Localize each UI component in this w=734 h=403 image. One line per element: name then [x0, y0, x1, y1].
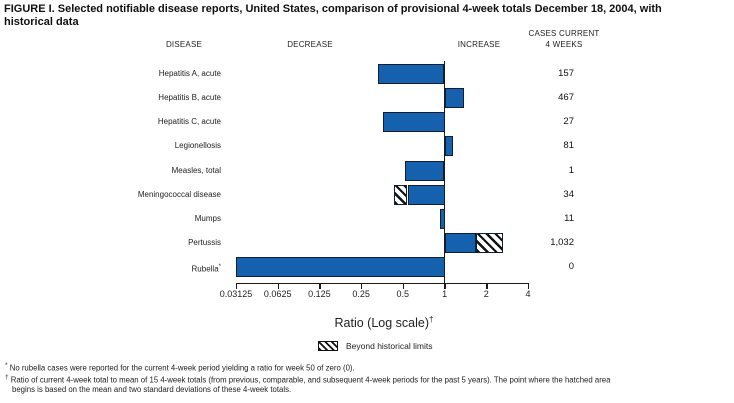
x-axis-line — [236, 283, 529, 285]
axis-tick — [361, 283, 363, 289]
footnote-ratio-continuation: begins is based on the mean and two stan… — [12, 385, 292, 395]
figure-title-line1: FIGURE I. Selected notifiable disease re… — [4, 3, 662, 15]
axis-tick-label: 0.0625 — [263, 289, 292, 299]
disease-label-text: Rubella — [191, 265, 219, 275]
axis-tick — [528, 283, 530, 289]
axis-tick-label: 0.125 — [308, 289, 331, 299]
dagger-mark: † — [5, 374, 9, 382]
axis-tick-label: 4 — [525, 289, 531, 299]
figure-title: FIGURE I. Selected notifiable disease re… — [4, 3, 730, 29]
axis-tick-label: 0.25 — [352, 289, 370, 299]
disease-label-text: Hepatitis C, acute — [157, 117, 221, 127]
disease-label-text: Measles, total — [171, 165, 221, 175]
column-header-cases-line1: CASES CURRENT — [528, 29, 600, 38]
footnote-ratio: † Ratio of current 4-week total to mean … — [5, 373, 732, 385]
ratio-bar — [444, 88, 465, 108]
ratio-bar — [440, 209, 445, 229]
cases-value: 34 — [563, 188, 574, 200]
axis-tick — [444, 283, 446, 289]
reference-line-ratio-1 — [444, 61, 446, 289]
cases-value: 81 — [563, 140, 574, 152]
disease-label: Rubella* — [0, 257, 221, 277]
ratio-bar — [407, 184, 445, 205]
legend-label: Beyond historical limits — [346, 341, 433, 351]
cases-value: 1 — [568, 164, 574, 176]
column-header-cases-line2: 4 WEEKS — [545, 40, 583, 49]
ratio-bar — [236, 257, 445, 278]
ratio-bar — [405, 160, 445, 181]
footnote-rubella: * No rubella cases were reported for the… — [5, 361, 732, 373]
disease-label-text: Hepatitis A, acute — [158, 68, 221, 78]
axis-tick — [236, 283, 238, 289]
footnote-rubella-text: No rubella cases were reported for the c… — [9, 363, 355, 373]
disease-label-text: Hepatitis B, acute — [158, 93, 221, 102]
axis-tick-label: 1 — [442, 289, 448, 299]
axis-tick-label: 0.03125 — [219, 289, 253, 299]
x-axis-title-text: Ratio (Log scale) — [334, 316, 430, 331]
axis-tick-label: 0.5 — [396, 289, 410, 299]
disease-label: Meningococcal disease — [0, 185, 221, 205]
footnotes: * No rubella cases were reported for the… — [5, 361, 732, 395]
ratio-bar — [444, 233, 477, 254]
disease-label: Mumps — [0, 209, 221, 229]
disease-label-text: Mumps — [194, 214, 221, 223]
disease-label: Measles, total — [0, 161, 221, 181]
disease-label: Hepatitis C, acute — [0, 112, 221, 132]
beyond-limit-bar — [476, 233, 503, 254]
column-header-disease: DISEASE — [165, 40, 203, 49]
footnote-mark: * — [218, 264, 221, 271]
dagger-note-mark: † — [429, 315, 434, 324]
asterisk-mark: * — [5, 362, 8, 369]
cases-value: 11 — [564, 213, 574, 224]
cases-value: 27 — [563, 116, 574, 128]
disease-label: Hepatitis A, acute — [0, 64, 221, 84]
cases-value: 467 — [558, 92, 574, 103]
axis-tick-label: 2 — [483, 289, 489, 299]
cases-value: 0 — [568, 261, 574, 273]
column-header-decrease: DECREASE — [287, 40, 333, 49]
ratio-bar — [444, 136, 453, 157]
disease-label: Hepatitis B, acute — [0, 88, 221, 108]
axis-tick — [486, 283, 488, 289]
axis-tick — [402, 283, 405, 289]
disease-label: Pertussis — [0, 233, 221, 253]
disease-label: Legionellosis — [0, 136, 221, 156]
axis-tick — [277, 283, 279, 289]
disease-label-text: Legionellosis — [174, 141, 221, 151]
disease-label-text: Meningococcal disease — [137, 189, 221, 199]
footnote-ratio-text-line1: Ratio of current 4-week total to mean of… — [10, 375, 611, 385]
cases-value: 157 — [558, 67, 574, 79]
disease-label-text: Pertussis — [188, 238, 221, 248]
hatch-swatch-icon — [318, 341, 338, 351]
column-header-increase: INCREASE — [457, 40, 501, 49]
axis-tick — [319, 283, 321, 289]
ratio-bar — [383, 112, 445, 133]
beyond-limit-bar — [393, 184, 408, 205]
figure-title-line2: historical data — [4, 16, 79, 28]
x-axis-title: Ratio (Log scale)† — [284, 315, 484, 330]
ratio-bar — [377, 63, 445, 84]
cases-value: 1,032 — [550, 237, 574, 249]
